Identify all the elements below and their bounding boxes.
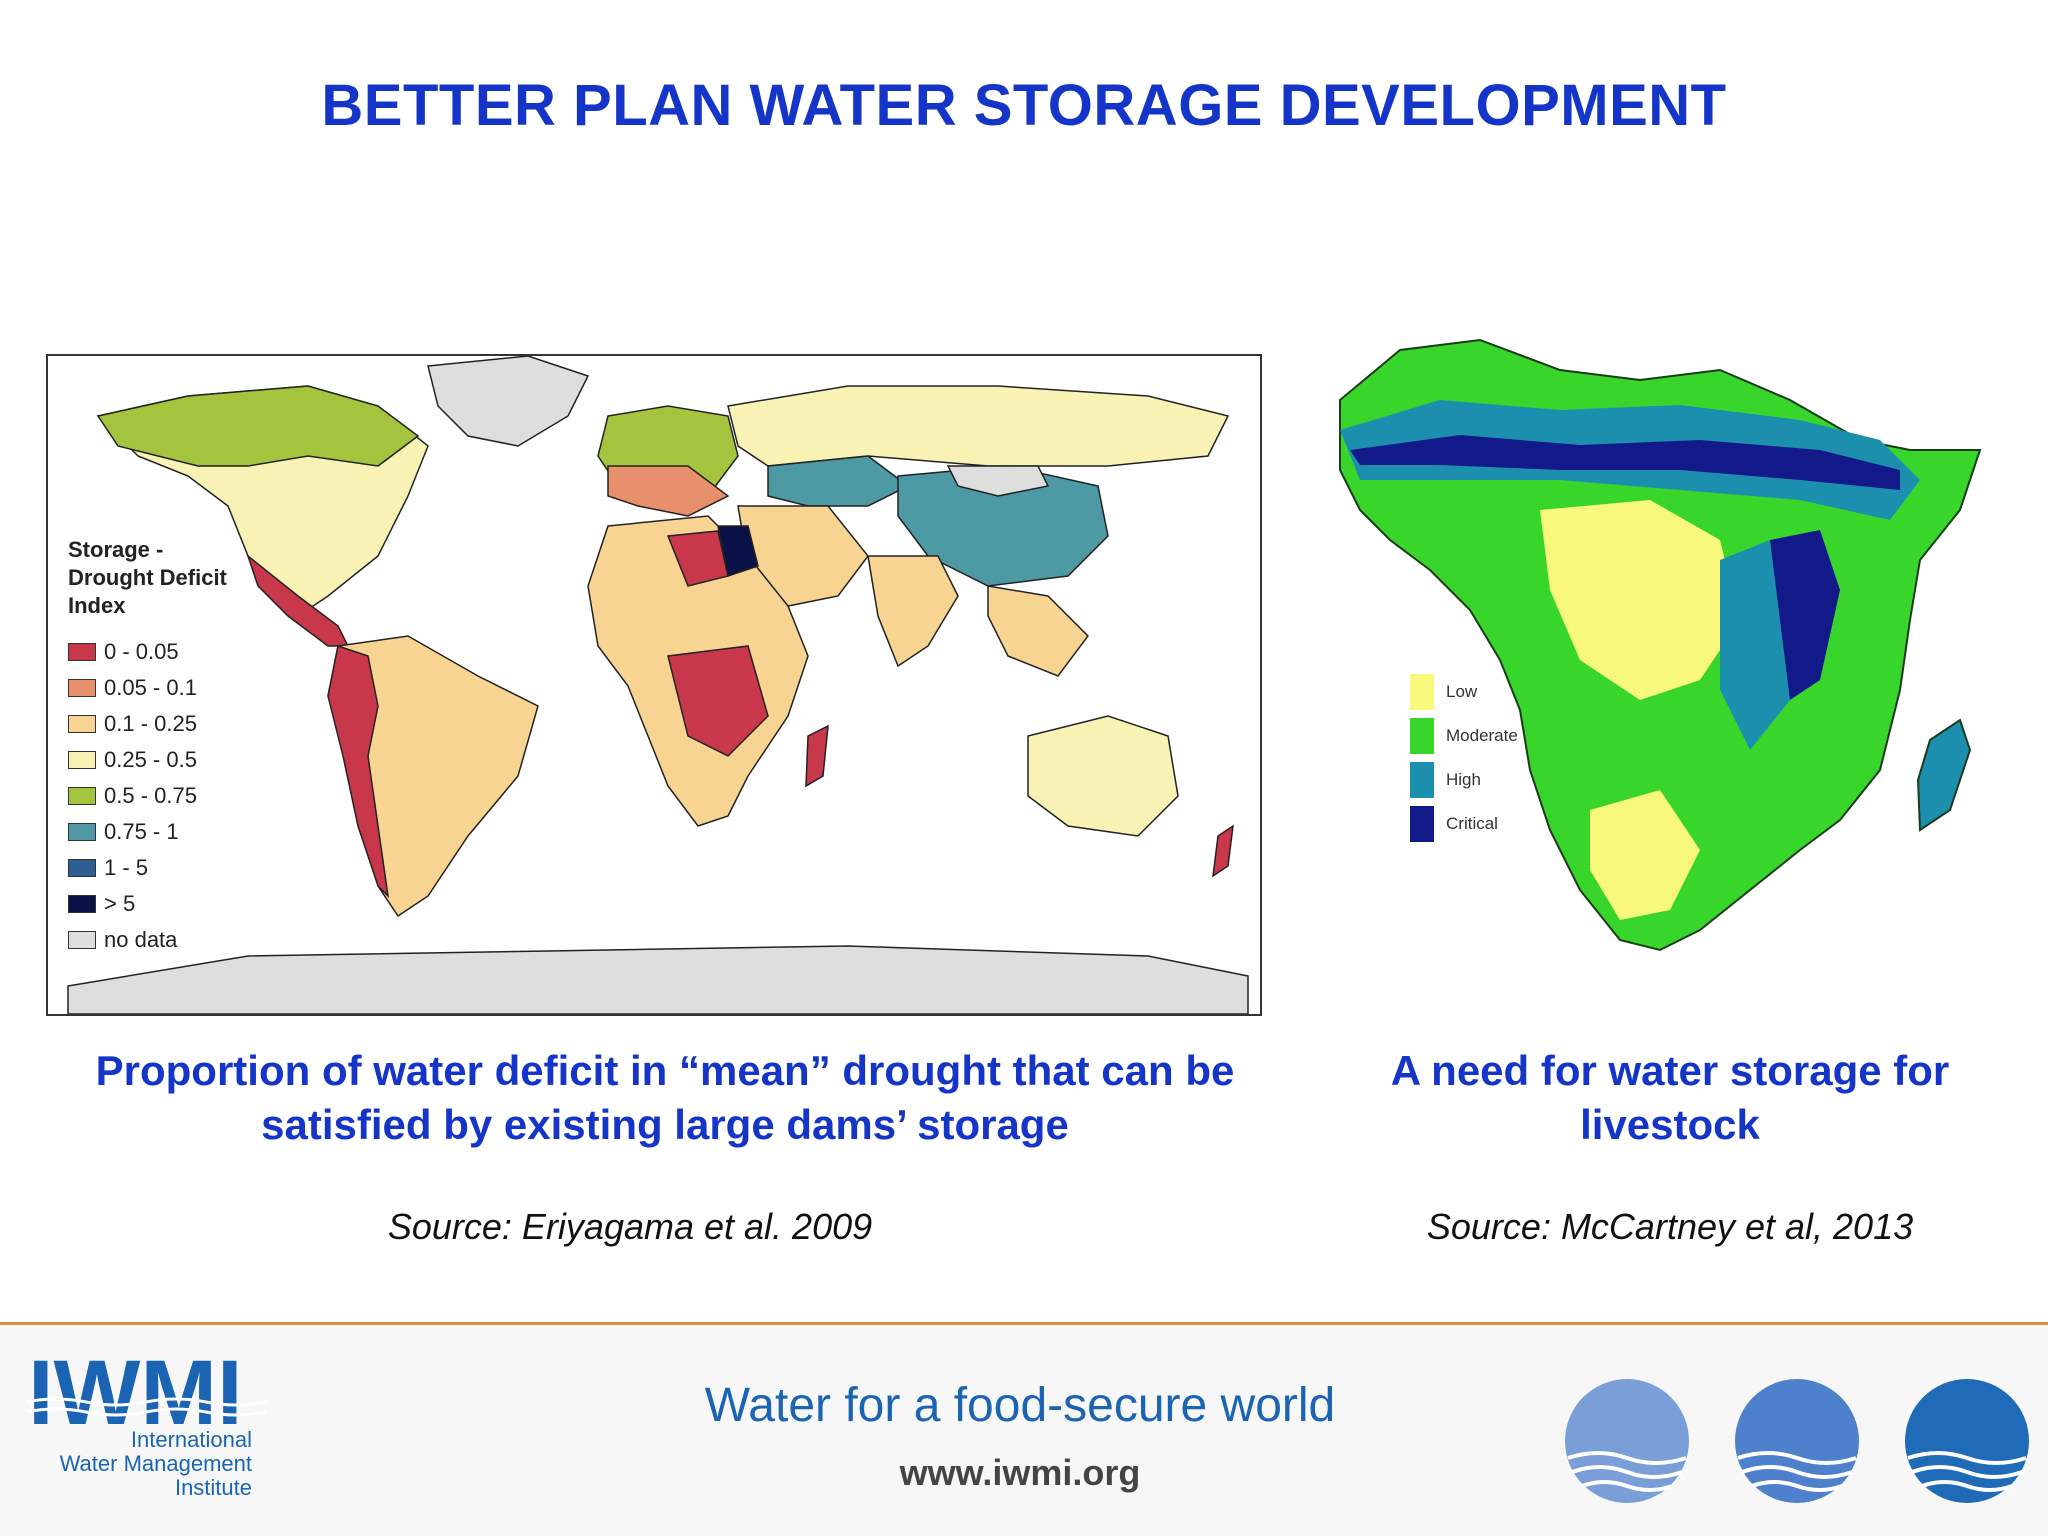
africa-map-graphic (1339, 338, 1982, 952)
legend-label: 0.5 - 0.75 (104, 783, 197, 808)
legend-item: Moderate (1410, 714, 1518, 758)
legend-label: 0 - 0.05 (104, 639, 179, 664)
africa-map-source: Source: McCartney et al, 2013 (1426, 1206, 1914, 1247)
water-circle-icon (1565, 1379, 1689, 1503)
legend-item: 0.5 - 0.75 (68, 778, 268, 814)
canada-shape (96, 385, 420, 467)
madagascar-shape (1916, 718, 1972, 832)
legend-label: 1 - 5 (104, 855, 149, 880)
southeast-asia-shape (987, 585, 1089, 677)
australia-shape (1027, 715, 1179, 837)
legend-label: 0.1 - 0.25 (104, 711, 197, 736)
legend-swatch (1410, 674, 1434, 710)
legend-label: High (1446, 770, 1481, 789)
legend-title-line: Storage - (68, 537, 164, 562)
africa-map-caption: A need for water storage for livestock (1390, 1047, 1950, 1148)
legend-item: Critical (1410, 802, 1518, 846)
legend-item: High (1410, 758, 1518, 802)
legend-label: no data (104, 927, 178, 952)
africa-map-legend: Low Moderate High Critical (1410, 670, 1518, 846)
madagascar-shape (805, 724, 829, 788)
world-map: Storage - Drought Deficit Index 0 - 0.05… (46, 354, 1262, 1016)
legend-item: > 5 (68, 886, 268, 922)
africa-map: Low Moderate High Critical (1320, 330, 2000, 970)
east-critical-zone (1770, 530, 1840, 700)
greenland-shape (427, 355, 590, 447)
legend-item: 0.1 - 0.25 (68, 706, 268, 742)
legend-item: 0.75 - 1 (68, 814, 268, 850)
legend-swatch (68, 751, 96, 769)
legend-item: 0.05 - 0.1 (68, 670, 268, 706)
legend-swatch (68, 823, 96, 841)
legend-label: 0.75 - 1 (104, 819, 179, 844)
legend-label: Critical (1446, 814, 1498, 833)
logo-line: Water Management (59, 1451, 252, 1476)
legend-swatch (68, 931, 96, 949)
legend-label: 0.05 - 0.1 (104, 675, 197, 700)
east-high-zone (1720, 540, 1790, 750)
north-africa-shape (666, 530, 729, 587)
water-circle-icon (1735, 1379, 1859, 1503)
legend-swatch (68, 859, 96, 877)
legend-label: 0.25 - 0.5 (104, 747, 197, 772)
legend-item: 1 - 5 (68, 850, 268, 886)
logo-line: Institute (174, 1475, 252, 1500)
world-map-graphic (67, 355, 1249, 1015)
iwmi-logo-text: International Water Management Institute (20, 1428, 252, 1500)
legend-label: > 5 (104, 891, 136, 916)
world-map-source: Source: Eriyagama et al. 2009 (387, 1206, 873, 1247)
legend-label: Moderate (1446, 726, 1518, 745)
legend-item: no data (68, 922, 268, 958)
legend-swatch (1410, 806, 1434, 842)
slide-title: BETTER PLAN WATER STORAGE DEVELOPMENT (321, 73, 1727, 138)
legend-swatch (68, 679, 96, 697)
legend-title-line: Index (68, 593, 126, 618)
legend-swatch (68, 715, 96, 733)
legend-item: 0.25 - 0.5 (68, 742, 268, 778)
iwmi-logo-letters: IWMI (25, 1342, 267, 1444)
iwmi-logo: IWMI (25, 1342, 267, 1512)
legend-title-line: Drought Deficit (68, 565, 227, 590)
footer (0, 1325, 2048, 1536)
andes-shape (327, 645, 390, 899)
footer-divider (0, 1322, 2048, 1325)
legend-swatch (1410, 718, 1434, 754)
india-shape (867, 555, 959, 668)
logo-line: International (130, 1427, 252, 1452)
legend-swatch (68, 895, 96, 913)
critical-band (1350, 435, 1900, 490)
legend-swatch (1410, 762, 1434, 798)
legend-item: Low (1410, 670, 1518, 714)
tagline: Water for a food-secure world (704, 1379, 1336, 1432)
central-africa-shape (667, 645, 769, 757)
legend-swatch (68, 787, 96, 805)
legend-items: 0 - 0.05 0.05 - 0.1 0.1 - 0.25 0.25 - 0.5 0.… (68, 634, 268, 958)
central-asia-shape (767, 455, 910, 507)
world-map-legend: Storage - Drought Deficit Index 0 - 0.05… (68, 536, 268, 958)
new-zealand-shape (1212, 824, 1234, 878)
russia-shape (727, 385, 1230, 467)
legend-item: 0 - 0.05 (68, 634, 268, 670)
low-zone (1540, 500, 1740, 700)
legend-label: Low (1446, 682, 1478, 701)
world-map-caption: Proportion of water deficit in “mean” dr… (95, 1047, 1235, 1148)
logo-letters: IWMI (28, 1352, 243, 1432)
water-circle-icon (1905, 1379, 2029, 1503)
legend-swatch (68, 643, 96, 661)
southern-europe-shape (607, 465, 730, 517)
south-low-zone (1590, 790, 1700, 920)
mongolia-shape (946, 465, 1050, 497)
website-link[interactable]: www.iwmi.org (899, 1452, 1141, 1493)
